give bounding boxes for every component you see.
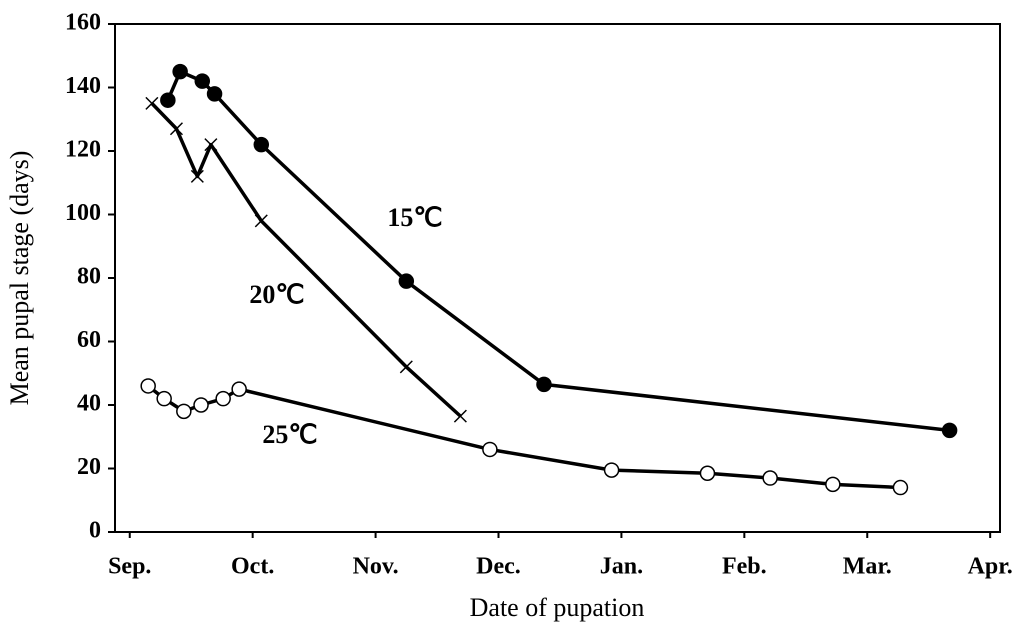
plot-frame [114, 23, 1001, 533]
marker [453, 409, 467, 423]
marker [215, 390, 231, 407]
marker [206, 86, 223, 102]
series-label: 15℃ [387, 203, 442, 232]
marker [892, 479, 909, 496]
marker [172, 63, 188, 80]
y-axis-title: Mean pupal stage (days) [5, 151, 34, 406]
y-tick-label: 120 [65, 137, 101, 163]
marker [482, 441, 498, 458]
marker [536, 376, 552, 393]
y-tick-label: 40 [77, 391, 101, 417]
y-tick-label: 80 [77, 264, 101, 290]
marker [941, 422, 958, 439]
marker [140, 378, 156, 394]
marker [160, 92, 176, 108]
marker [194, 73, 211, 89]
x-tick-label: Apr. [968, 554, 1013, 580]
marker [231, 381, 247, 397]
marker [398, 273, 415, 289]
x-tick-label: Nov. [353, 554, 399, 580]
marker [145, 96, 159, 110]
series-label: 20℃ [249, 280, 304, 309]
marker [603, 462, 620, 478]
marker [176, 403, 192, 420]
y-tick-label: 0 [89, 518, 101, 544]
x-tick-label: Feb. [722, 554, 767, 580]
y-tick-label: 20 [77, 454, 101, 480]
x-tick-label: Oct. [231, 554, 274, 580]
marker [825, 476, 841, 493]
marker [253, 136, 270, 153]
marker [254, 214, 268, 228]
x-tick-label: Dec. [476, 554, 521, 580]
series-label: 25℃ [262, 420, 317, 449]
x-tick-label: Sep. [108, 554, 151, 580]
marker [193, 397, 209, 413]
marker [204, 138, 218, 152]
x-axis-title: Date of pupation [470, 593, 645, 622]
marker [169, 122, 183, 136]
y-tick-label: 160 [65, 10, 101, 36]
series-line [147, 384, 901, 490]
y-tick-label: 60 [77, 327, 101, 353]
y-tick-label: 100 [65, 200, 101, 226]
y-tick-label: 140 [65, 73, 101, 99]
marker [156, 390, 172, 407]
series-line [150, 102, 462, 418]
series-line [166, 69, 950, 433]
marker [190, 169, 204, 183]
marker [699, 465, 716, 482]
x-tick-label: Mar. [843, 554, 892, 580]
marker [399, 360, 413, 374]
marker [762, 470, 778, 486]
x-tick-label: Jan. [600, 554, 643, 580]
